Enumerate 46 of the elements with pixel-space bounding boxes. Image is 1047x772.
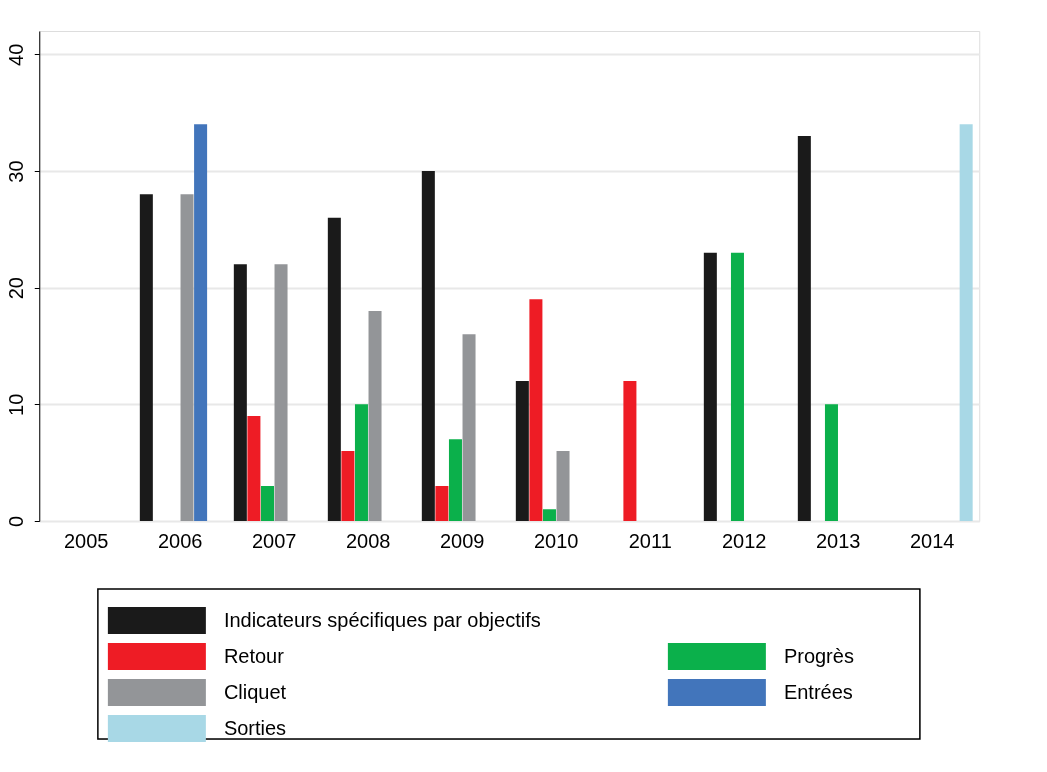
bar xyxy=(139,194,153,521)
x-tick-label: 2014 xyxy=(910,529,955,552)
bar xyxy=(797,136,811,521)
bar xyxy=(556,451,570,521)
x-tick-label: 2008 xyxy=(346,529,391,552)
bar xyxy=(327,217,341,521)
legend-label: Sorties xyxy=(223,717,287,739)
bar xyxy=(435,486,449,521)
x-tick-label: 2012 xyxy=(722,529,767,552)
bar xyxy=(462,334,476,521)
bar xyxy=(247,416,261,521)
bar xyxy=(959,124,973,521)
bar xyxy=(180,194,194,521)
bar xyxy=(274,264,288,521)
x-tick-label: 2005 xyxy=(64,529,109,552)
bar xyxy=(542,509,556,521)
x-tick-label: 2010 xyxy=(534,529,579,552)
bar xyxy=(421,171,435,521)
legend-label: Retour xyxy=(223,645,285,667)
legend-label: Cliquet xyxy=(223,681,287,703)
legend-label: Indicateurs spécifiques par objectifs xyxy=(223,609,541,631)
legend-label: Entrées xyxy=(783,681,853,703)
bar xyxy=(260,486,274,521)
bar xyxy=(368,311,382,521)
bar xyxy=(341,451,355,521)
y-tick-label: 30 xyxy=(4,160,27,183)
bar xyxy=(730,252,744,521)
x-tick-label: 2006 xyxy=(158,529,203,552)
x-tick-label: 2007 xyxy=(252,529,297,552)
x-tick-label: 2009 xyxy=(440,529,485,552)
bar xyxy=(233,264,247,521)
y-tick-label: 0 xyxy=(4,515,27,528)
y-tick-label: 40 xyxy=(4,43,27,66)
y-tick-label: 20 xyxy=(4,277,27,300)
bar xyxy=(515,381,529,521)
bar xyxy=(194,124,208,521)
bar xyxy=(354,404,368,521)
bar xyxy=(824,404,838,521)
bar xyxy=(703,252,717,521)
y-tick-label: 10 xyxy=(4,393,27,416)
legend-label: Progrès xyxy=(783,645,854,667)
x-tick-label: 2011 xyxy=(628,529,672,552)
bar xyxy=(623,381,637,521)
bar xyxy=(529,299,543,521)
bar xyxy=(448,439,462,521)
x-tick-label: 2013 xyxy=(816,529,861,552)
